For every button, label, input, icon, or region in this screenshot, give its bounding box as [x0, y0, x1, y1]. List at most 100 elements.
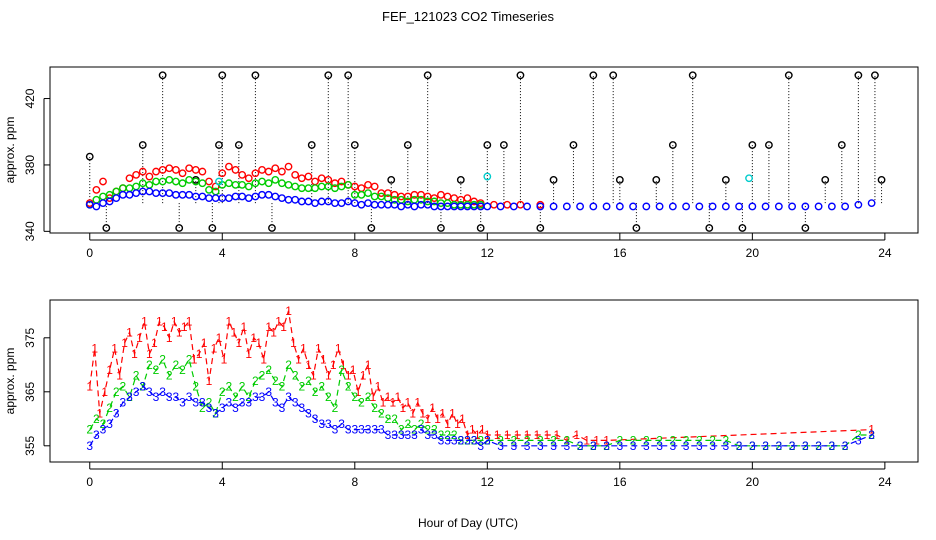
series-2-point: 2 [438, 428, 445, 442]
spike-point [437, 224, 445, 232]
series-2-point [278, 179, 286, 188]
series-1-point [218, 169, 227, 178]
spike-point [138, 141, 147, 149]
series-3-point [244, 194, 253, 203]
series-1-point: 1 [484, 428, 491, 442]
series-1-point: 1 [221, 352, 228, 366]
series-1-point: 1 [151, 336, 158, 350]
series-1-point: 1 [191, 352, 198, 366]
series-3-point: 3 [279, 401, 286, 415]
series-2-point: 2 [325, 390, 332, 404]
series-3-point: 3 [226, 396, 233, 410]
series-3-point [145, 187, 154, 196]
series-1-point: 1 [449, 406, 456, 420]
series-1-point [430, 194, 439, 203]
series-3-point [152, 189, 160, 198]
series-2-point: 2 [100, 417, 107, 431]
series-1-point: 1 [196, 347, 203, 361]
series-3-point: 3 [345, 423, 352, 437]
series-3-point: 3 [365, 423, 372, 437]
series-3-point [562, 202, 571, 211]
series-3-point [357, 200, 366, 209]
x-tick-label: 0 [86, 246, 93, 260]
series-3-point [304, 197, 313, 206]
series-2-point: 2 [630, 433, 637, 447]
series-1-point: 1 [479, 423, 486, 437]
series-2-point: 2 [404, 417, 411, 431]
series-3-point: 3 [298, 401, 305, 415]
series-1-point: 1 [240, 320, 247, 334]
spike-point [175, 224, 184, 232]
series-1-point: 1 [573, 428, 580, 442]
series-2-point: 2 [159, 352, 166, 366]
series-1-point: 1 [419, 406, 426, 420]
series-1-point: 1 [245, 347, 252, 361]
series-3-point: 3 [113, 406, 120, 420]
series-1-point [264, 167, 273, 176]
y-axis-label: approx. ppm [3, 117, 17, 184]
series-3-point [297, 197, 306, 206]
series-1-point: 1 [469, 423, 476, 437]
series-2-point [185, 175, 194, 184]
series-3-point [602, 202, 611, 211]
series-3-point [165, 189, 174, 198]
series-3-point [205, 194, 213, 203]
series-2-point: 2 [279, 379, 286, 393]
series-2-point: 2 [669, 433, 676, 447]
series-3-point [695, 202, 704, 211]
series-3-point [311, 199, 319, 208]
series-2-point: 2 [93, 412, 100, 426]
series-1-point: 1 [380, 396, 387, 410]
spike-point [483, 141, 492, 149]
series-3-point [377, 200, 386, 209]
series-1-point: 1 [385, 390, 392, 404]
series-1-point [225, 162, 233, 171]
series-1-point: 1 [868, 423, 875, 437]
spike-point [632, 224, 641, 232]
spike-point [85, 152, 94, 161]
series-1-point [258, 166, 266, 174]
series-1-point: 1 [404, 396, 411, 410]
series-3-point [774, 202, 783, 211]
series-2-point [138, 179, 147, 188]
series-1-point: 1 [315, 342, 322, 356]
series-3-point: 3 [391, 428, 398, 442]
series-2-point: 2 [153, 363, 160, 377]
series-3-point: 3 [815, 439, 822, 453]
series-2-point: 2 [431, 423, 438, 437]
series-2-point: 2 [378, 406, 385, 420]
series-3-point: 3 [120, 396, 127, 410]
series-3-point [171, 190, 180, 199]
series-3-point [867, 199, 876, 208]
x-tick-label: 4 [219, 475, 226, 489]
series-1-point: 1 [206, 374, 213, 388]
series-1-point: 1 [216, 331, 223, 345]
series-1-point: 1 [141, 315, 148, 329]
spike-point [208, 224, 217, 232]
series-3-point [576, 202, 584, 211]
series-2-point [171, 177, 180, 186]
series-3-point: 3 [404, 428, 411, 442]
series-1-point [138, 167, 147, 176]
spike-point [387, 175, 396, 184]
series-2-point [112, 187, 121, 196]
series-2-point [251, 179, 260, 188]
series-1-point [450, 194, 459, 203]
series-2-point: 2 [537, 433, 544, 447]
series-1-point [304, 172, 313, 181]
series-3-point: 3 [358, 423, 365, 437]
series-1-point: 1 [300, 342, 307, 356]
series-3-point: 3 [829, 439, 836, 453]
series-3-point: 3 [411, 428, 418, 442]
series-2-point: 2 [318, 379, 325, 393]
series-1-point: 1 [563, 433, 570, 447]
series-1-point [463, 194, 472, 203]
spike-point [234, 141, 243, 149]
series-2-point: 2 [424, 423, 431, 437]
series-2-point: 2 [371, 401, 378, 415]
series-3-point [118, 190, 127, 199]
series-1-point [145, 172, 154, 181]
series-3-point: 3 [537, 439, 544, 453]
series-1-point: 1 [280, 320, 287, 334]
series-2-point: 2 [285, 358, 292, 372]
